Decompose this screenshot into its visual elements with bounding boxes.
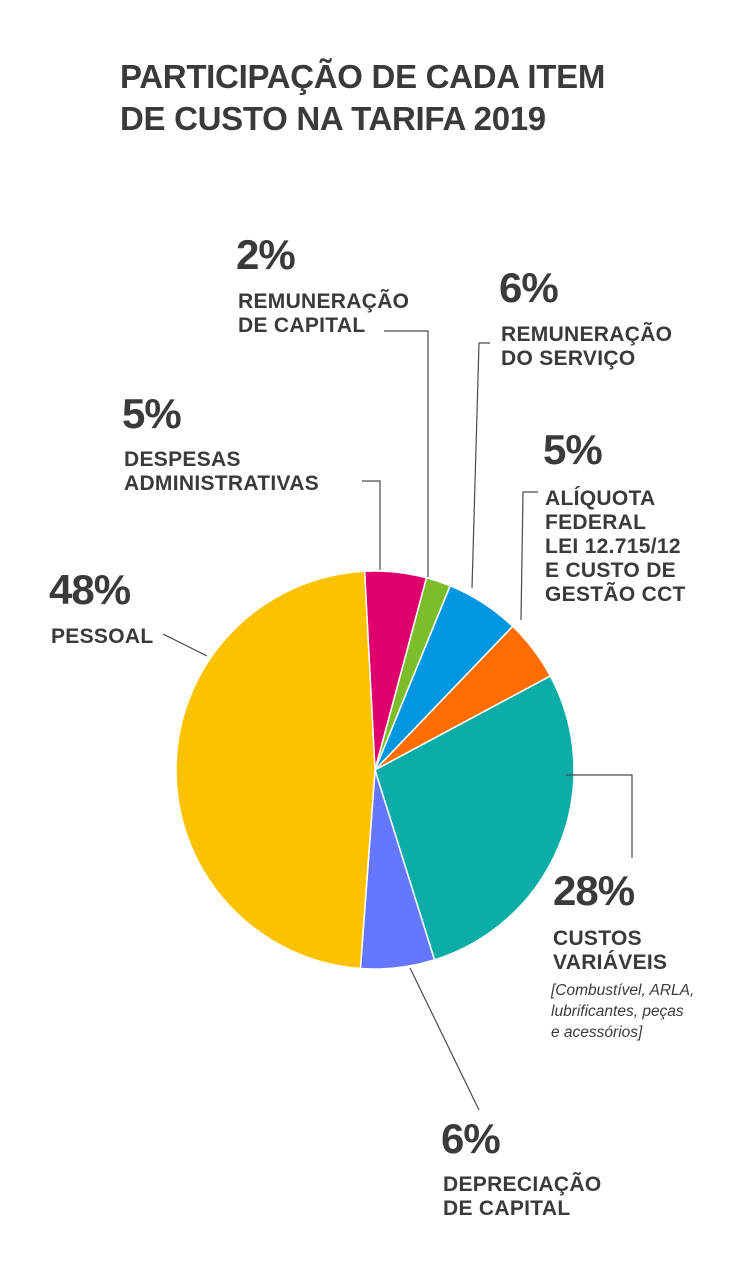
slice-note-line-variaveis: lubrificantes, peças <box>551 1003 684 1020</box>
slice-label-line-capital: DE CAPITAL <box>238 314 365 337</box>
leader-line-pessoal <box>162 633 208 657</box>
leader-line-despesas <box>362 480 381 570</box>
slice-label-line-aliquota: ALÍQUOTA <box>545 487 656 510</box>
slice-label-pessoal: 48% PESSOAL <box>49 566 208 657</box>
slice-label-line-depreciacao: DEPRECIAÇÃO <box>443 1173 601 1196</box>
slice-percent-aliquota: 5% <box>543 426 602 473</box>
slice-label-line-depreciacao: DE CAPITAL <box>443 1197 570 1220</box>
slice-percent-variaveis: 28% <box>553 867 635 914</box>
slice-label-line-aliquota: LEI 12.715/12 <box>545 535 681 558</box>
leader-line-aliquota <box>520 491 538 621</box>
slice-label-line-aliquota: E CUSTO DE <box>545 559 676 582</box>
slice-label-line-pessoal: PESSOAL <box>51 625 153 648</box>
slice-label-line-servico: REMUNERAÇÃO <box>501 323 672 346</box>
slice-label-line-variaveis: VARIÁVEIS <box>553 951 667 974</box>
leader-line-depreciacao <box>409 967 480 1111</box>
leader-line-servico <box>471 342 490 589</box>
slice-percent-pessoal: 48% <box>49 566 131 613</box>
pie-slices <box>175 570 575 970</box>
slice-label-line-despesas: DESPESAS <box>124 448 241 471</box>
leader-line-variaveis <box>566 774 633 858</box>
slice-label-line-aliquota: FEDERAL <box>545 511 646 534</box>
chart-title-line-2: DE CUSTO NA TARIFA 2019 <box>120 100 546 137</box>
slice-label-line-despesas: ADMINISTRATIVAS <box>124 472 319 495</box>
slice-percent-capital: 2% <box>236 231 295 278</box>
slice-note-line-variaveis: [Combustível, ARLA, <box>550 982 694 999</box>
leader-line-capital <box>384 330 429 577</box>
slice-label-line-servico: DO SERVIÇO <box>501 347 635 370</box>
slice-note-line-variaveis: e acessórios] <box>551 1024 643 1041</box>
pie-slice-pessoal <box>175 570 376 970</box>
slice-label-line-capital: REMUNERAÇÃO <box>238 290 409 313</box>
slice-label-line-variaveis: CUSTOS <box>553 927 642 950</box>
slice-percent-servico: 6% <box>499 264 558 311</box>
chart-title: PARTICIPAÇÃO DE CADA ITEM DE CUSTO NA TA… <box>120 56 605 140</box>
slice-label-line-aliquota: GESTÃO CCT <box>545 583 686 606</box>
slice-percent-despesas: 5% <box>122 390 181 437</box>
chart-title-line-1: PARTICIPAÇÃO DE CADA ITEM <box>120 58 606 95</box>
pie-slice-variaveis <box>374 674 575 961</box>
slice-percent-depreciacao: 6% <box>441 1115 500 1162</box>
